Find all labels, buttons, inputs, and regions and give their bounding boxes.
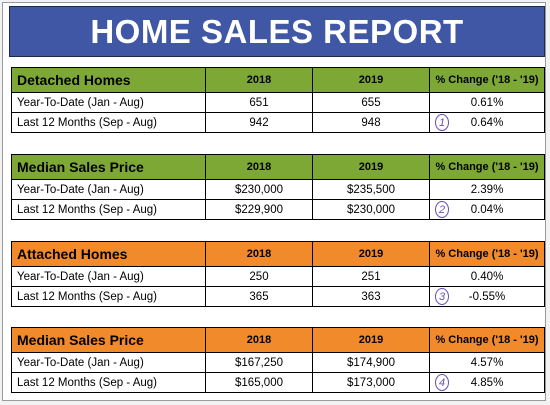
circled-number-marker: 2 bbox=[435, 201, 449, 218]
value-2019: 251 bbox=[312, 266, 430, 287]
value-2019: $173,000 bbox=[312, 372, 430, 393]
table-row: Year-To-Date (Jan - Aug) $230,000 $235,5… bbox=[11, 179, 545, 200]
table-row: Year-To-Date (Jan - Aug) $167,250 $174,9… bbox=[11, 352, 545, 373]
section-title: Attached Homes bbox=[11, 241, 206, 267]
percent-change: 0.40% bbox=[429, 266, 545, 287]
row-label: Last 12 Months (Sep - Aug) bbox=[11, 286, 206, 307]
table-row: Last 12 Months (Sep - Aug) 365 363 3 -0.… bbox=[11, 286, 545, 307]
column-header-2019: 2019 bbox=[312, 241, 430, 267]
detached-median-price-table: Median Sales Price 2018 2019 % Change ('… bbox=[11, 154, 545, 220]
value-2018: $167,250 bbox=[205, 352, 313, 373]
value-2018: 942 bbox=[205, 112, 313, 133]
table-row: Last 12 Months (Sep - Aug) $165,000 $173… bbox=[11, 372, 545, 393]
report-title-banner: HOME SALES REPORT bbox=[9, 6, 545, 57]
value-2018: 651 bbox=[205, 92, 313, 113]
percent-change: 4.57% bbox=[429, 352, 545, 373]
table-header-row: Median Sales Price 2018 2019 % Change ('… bbox=[11, 154, 545, 180]
column-header-2019: 2019 bbox=[312, 67, 430, 93]
table-header-row: Attached Homes 2018 2019 % Change ('18 -… bbox=[11, 241, 545, 267]
column-header-2018: 2018 bbox=[205, 67, 313, 93]
detached-homes-table: Detached Homes 2018 2019 % Change ('18 -… bbox=[11, 67, 545, 133]
percent-change: 0.04% bbox=[470, 203, 504, 216]
table-row: Year-To-Date (Jan - Aug) 250 251 0.40% bbox=[11, 266, 545, 287]
percent-change-cell: 1 0.64% bbox=[429, 112, 545, 133]
value-2018: 250 bbox=[205, 266, 313, 287]
column-header-change: % Change ('18 - '19) bbox=[429, 241, 545, 267]
column-header-2018: 2018 bbox=[205, 327, 313, 353]
value-2018: $165,000 bbox=[205, 372, 313, 393]
table-header-row: Detached Homes 2018 2019 % Change ('18 -… bbox=[11, 67, 545, 93]
value-2018: $230,000 bbox=[205, 179, 313, 200]
column-header-change: % Change ('18 - '19) bbox=[429, 154, 545, 180]
row-label: Last 12 Months (Sep - Aug) bbox=[11, 199, 206, 220]
attached-median-price-table: Median Sales Price 2018 2019 % Change ('… bbox=[11, 327, 545, 393]
row-label: Year-To-Date (Jan - Aug) bbox=[11, 92, 206, 113]
row-label: Last 12 Months (Sep - Aug) bbox=[11, 372, 206, 393]
table-header-row: Median Sales Price 2018 2019 % Change ('… bbox=[11, 327, 545, 353]
column-header-2019: 2019 bbox=[312, 154, 430, 180]
percent-change: 4.85% bbox=[470, 376, 504, 389]
percent-change-cell: 4 4.85% bbox=[429, 372, 545, 393]
row-label: Year-To-Date (Jan - Aug) bbox=[11, 266, 206, 287]
attached-homes-table: Attached Homes 2018 2019 % Change ('18 -… bbox=[11, 241, 545, 307]
percent-change: 2.39% bbox=[429, 179, 545, 200]
value-2019: 363 bbox=[312, 286, 430, 307]
value-2019: $230,000 bbox=[312, 199, 430, 220]
circled-number-marker: 4 bbox=[435, 374, 449, 391]
value-2019: $174,900 bbox=[312, 352, 430, 373]
table-row: Last 12 Months (Sep - Aug) 942 948 1 0.6… bbox=[11, 112, 545, 133]
percent-change-cell: 2 0.04% bbox=[429, 199, 545, 220]
row-label: Year-To-Date (Jan - Aug) bbox=[11, 352, 206, 373]
row-label: Year-To-Date (Jan - Aug) bbox=[11, 179, 206, 200]
table-row: Last 12 Months (Sep - Aug) $229,900 $230… bbox=[11, 199, 545, 220]
section-title: Median Sales Price bbox=[11, 154, 206, 180]
value-2019: 655 bbox=[312, 92, 430, 113]
circled-number-marker: 3 bbox=[435, 288, 449, 305]
report-page: HOME SALES REPORT Detached Homes 2018 20… bbox=[2, 2, 546, 401]
value-2019: $235,500 bbox=[312, 179, 430, 200]
report-title: HOME SALES REPORT bbox=[90, 12, 464, 50]
column-header-2019: 2019 bbox=[312, 327, 430, 353]
column-header-change: % Change ('18 - '19) bbox=[429, 327, 545, 353]
table-row: Year-To-Date (Jan - Aug) 651 655 0.61% bbox=[11, 92, 545, 113]
percent-change-cell: 3 -0.55% bbox=[429, 286, 545, 307]
value-2018: 365 bbox=[205, 286, 313, 307]
row-label: Last 12 Months (Sep - Aug) bbox=[11, 112, 206, 133]
percent-change: 0.64% bbox=[470, 116, 504, 129]
column-header-2018: 2018 bbox=[205, 241, 313, 267]
section-title: Detached Homes bbox=[11, 67, 206, 93]
circled-number-marker: 1 bbox=[435, 114, 449, 131]
column-header-change: % Change ('18 - '19) bbox=[429, 67, 545, 93]
value-2018: $229,900 bbox=[205, 199, 313, 220]
percent-change: 0.61% bbox=[429, 92, 545, 113]
percent-change: -0.55% bbox=[468, 290, 506, 303]
value-2019: 948 bbox=[312, 112, 430, 133]
section-title: Median Sales Price bbox=[11, 327, 206, 353]
column-header-2018: 2018 bbox=[205, 154, 313, 180]
